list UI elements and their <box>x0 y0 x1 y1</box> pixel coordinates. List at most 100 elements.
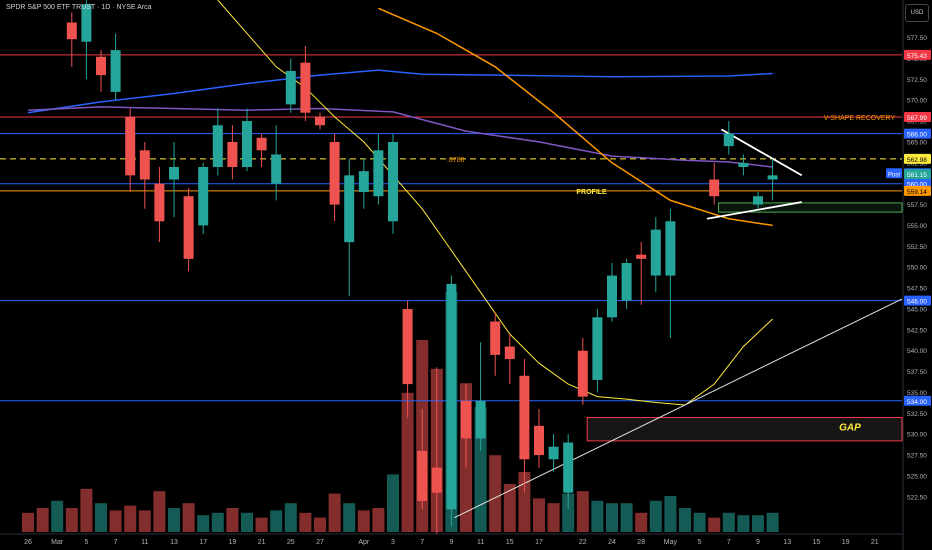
time-tick-label: 22 <box>579 539 587 546</box>
volume-bar <box>80 488 93 532</box>
support-box-zone <box>718 202 903 213</box>
volume-bar <box>518 472 531 532</box>
annotation-label: V-SHAPE RECOVERY <box>824 115 896 122</box>
gap-zone <box>586 417 903 442</box>
currency-button[interactable]: USD <box>905 4 929 22</box>
time-tick-label: 7 <box>114 539 118 546</box>
candle <box>446 275 457 527</box>
time-tick-label: 24 <box>608 539 616 546</box>
volume-bar <box>737 515 750 532</box>
price-tick-label: 532.50 <box>907 411 927 418</box>
price-tick-label: 572.50 <box>907 77 927 84</box>
volume-bar <box>65 508 78 532</box>
time-tick-label: Mar <box>51 539 64 546</box>
candle-body <box>169 167 179 180</box>
candle <box>139 141 150 209</box>
candle-body <box>490 321 501 355</box>
price-tick-label: 545.00 <box>907 306 927 313</box>
level-price-tag: 562.98 <box>904 153 931 164</box>
candle-body <box>548 446 559 460</box>
candle <box>548 434 559 472</box>
volume-bar <box>635 512 648 532</box>
volume-bar <box>664 496 677 532</box>
candle <box>125 108 136 193</box>
candle-body <box>242 121 252 167</box>
rising-support-trendline <box>454 298 903 519</box>
annotation-label: .0786 <box>447 157 465 164</box>
volume-bar <box>255 517 268 532</box>
candle-body <box>358 171 369 193</box>
time-tick-label: 9 <box>756 539 760 546</box>
candle-body <box>723 133 734 147</box>
candle-body <box>534 425 544 456</box>
volume-bar <box>51 500 64 532</box>
candle-body <box>753 196 763 205</box>
candle <box>66 12 77 67</box>
time-tick-label: 25 <box>287 539 295 546</box>
candle-body <box>285 70 296 105</box>
ma-blue-line <box>27 69 773 114</box>
time-tick-label: 26 <box>24 539 32 546</box>
zone-layer <box>586 202 903 442</box>
candle <box>417 409 428 510</box>
level-price-tag: 566.00 <box>904 128 931 139</box>
volume-bar <box>343 503 356 532</box>
level-price-tag-text: 575.43 <box>907 53 927 60</box>
time-tick-label: 19 <box>229 539 237 546</box>
annotations-layer: V-SHAPE RECOVERY .0786 PROFILE GAP <box>447 115 895 434</box>
candle <box>242 108 252 172</box>
ma-purple-line <box>27 106 773 168</box>
volume-bar <box>153 491 166 532</box>
candle-body <box>607 275 617 318</box>
candle <box>490 313 501 376</box>
candle-body <box>563 442 574 493</box>
candle-body <box>621 263 632 301</box>
level-price-tag: 575.43 <box>904 49 931 60</box>
price-tick-label: 570.00 <box>907 98 927 105</box>
time-tick-label: 21 <box>871 539 879 546</box>
candle-body <box>256 137 267 151</box>
price-tick-label: 577.50 <box>907 35 927 42</box>
price-tick-label: 537.50 <box>907 369 927 376</box>
last-price-tag-bg <box>904 169 931 180</box>
time-tick-label: 11 <box>141 539 148 546</box>
level-price-tag-bg <box>904 395 931 406</box>
volume-bar <box>387 474 399 532</box>
level-price-tag-bg <box>904 153 931 164</box>
level-price-tag-text: 534.00 <box>907 399 927 406</box>
candle <box>767 158 778 201</box>
price-tick-label: 552.50 <box>907 244 927 251</box>
time-tick-label: 3 <box>391 539 395 546</box>
price-tick-label: 522.50 <box>907 494 927 501</box>
candle <box>431 367 442 535</box>
candle <box>256 133 267 167</box>
volume-bar <box>299 512 312 532</box>
volume-bar <box>284 503 297 532</box>
candle-body <box>738 162 749 167</box>
level-price-tag-bg <box>904 111 931 122</box>
level-price-tag-text: 562.98 <box>907 157 927 164</box>
price-tick-label: 527.50 <box>907 453 927 460</box>
candle <box>753 192 763 209</box>
candle-body <box>300 62 311 113</box>
price-tick-label: 565.00 <box>907 139 927 146</box>
time-tick-label: 13 <box>170 539 178 546</box>
volume-bar <box>357 510 370 532</box>
last-price-tag-prefix-bg <box>886 168 902 179</box>
flag-lower-trendline <box>706 201 802 220</box>
price-axis: 522.50 525.00 527.50 530.00 532.50 535.00 537.… <box>886 0 932 550</box>
candle-body <box>577 350 588 397</box>
time-tick-label: 17 <box>535 539 543 546</box>
volume-bar <box>36 508 49 532</box>
volume-bar <box>124 505 137 532</box>
candle <box>227 125 238 180</box>
level-price-tag: 559.14 <box>904 185 931 196</box>
candle <box>388 133 398 234</box>
level-price-tag-text: 560.00 <box>907 182 927 189</box>
candle <box>607 263 617 322</box>
price-tick-label: 542.50 <box>907 327 927 334</box>
volume-bar <box>620 503 633 532</box>
candle-body <box>650 229 661 276</box>
trendline-layer <box>454 128 903 519</box>
